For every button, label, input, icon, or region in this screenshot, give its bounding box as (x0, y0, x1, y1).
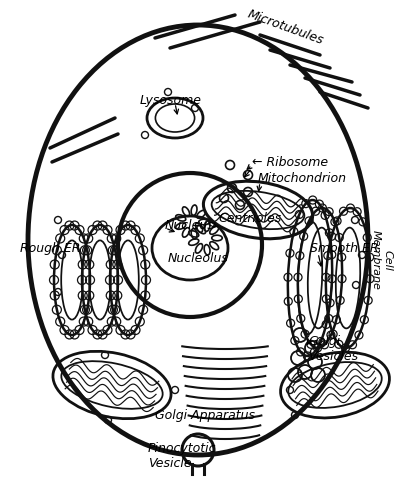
Text: Smooth ER: Smooth ER (310, 241, 378, 254)
Text: Golgi Apparatus: Golgi Apparatus (155, 409, 255, 422)
Text: Nucleus: Nucleus (165, 218, 215, 231)
Text: Pinocytotic
Vesicle: Pinocytotic Vesicle (148, 442, 216, 470)
Text: ← Ribosome: ← Ribosome (252, 156, 328, 169)
Text: Lysosome: Lysosome (140, 93, 202, 106)
Text: Mitochondrion: Mitochondrion (258, 171, 347, 184)
Text: Cell
Membrane: Cell Membrane (371, 230, 393, 290)
Text: Microtubules: Microtubules (246, 8, 326, 47)
Text: Rough ER: Rough ER (20, 241, 80, 254)
Text: Golgi
Vesicles: Golgi Vesicles (308, 335, 358, 363)
Text: Nucleolus: Nucleolus (168, 251, 229, 264)
Text: Centrioles: Centrioles (218, 212, 281, 225)
